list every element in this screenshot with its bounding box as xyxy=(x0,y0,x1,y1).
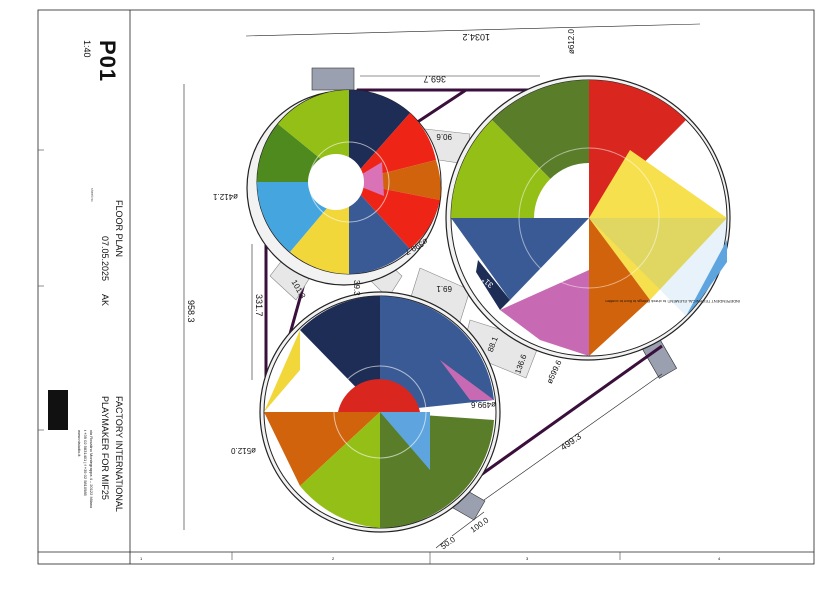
company-phone: t +39 02 5831401 | f +39 02 5810985 xyxy=(83,430,88,496)
small-sector-red-2 xyxy=(349,182,440,249)
pad-top xyxy=(311,67,355,91)
scale-value: 1:40 xyxy=(82,40,92,58)
company-logo xyxy=(48,390,68,430)
large-circle xyxy=(450,79,728,357)
field-label-sheet: sheet no. xyxy=(90,188,94,203)
dia-bottom: ø512.0 xyxy=(231,446,256,455)
bottom-sector-lime xyxy=(300,412,380,528)
dim-left-overall: 958.3 xyxy=(186,300,196,323)
technical-note: INDEPENDENT TECHNICAL ELEMENT: to check … xyxy=(605,299,740,304)
company-address: via Rosalino Montegrappa 4 – 20122 Milan… xyxy=(89,430,94,509)
title-block: P01 1:40 sheet no. FLOOR PLAN 07.05.2025… xyxy=(44,18,128,552)
bottom-sector-pink xyxy=(440,360,494,400)
small-sector-navy xyxy=(349,89,410,182)
large-sector-yellow xyxy=(589,150,727,300)
company-web: www.nistudio.it xyxy=(77,430,82,457)
small-sector-orange xyxy=(349,160,441,200)
dia-small-outer: ø412.1 xyxy=(213,192,238,201)
bottom-sector-orange xyxy=(264,412,380,486)
dim-left-span: 331.7 xyxy=(254,294,264,317)
dia-large: ø612.0 xyxy=(567,29,576,54)
bottom-hub-red xyxy=(338,379,420,412)
grid-label-4: 4 xyxy=(718,556,721,561)
bottom-sector-lightblue xyxy=(380,412,430,470)
large-sector-magenta xyxy=(500,270,589,356)
bottom-sector-yellow xyxy=(264,330,300,412)
grid-label-2: 2 xyxy=(332,556,335,561)
client-name: FACTORY INTERNATIONAL xyxy=(114,396,124,512)
small-sector-red xyxy=(349,113,436,182)
dim-gap-left-b: 39.3 xyxy=(352,280,361,296)
small-hub xyxy=(308,154,364,210)
large-hub xyxy=(534,163,589,218)
dim-top-overall: 1034.2 xyxy=(462,32,490,42)
large-sector-navy xyxy=(476,260,510,310)
small-sector-blue xyxy=(349,182,410,274)
dia-large-inner: ø599.6 xyxy=(545,358,564,385)
grid-label-3: 3 xyxy=(526,556,529,561)
project-name: PLAYMAKER FOR MIF25 xyxy=(100,396,110,500)
grid-label-1: 1 xyxy=(140,556,143,561)
dim-gap-mid: 69.1 xyxy=(436,284,452,293)
dim-gap-top: 90.6 xyxy=(436,132,452,141)
bottom-sector-navy xyxy=(300,296,380,412)
small-circle xyxy=(256,89,442,275)
date: 07.05.2025 xyxy=(100,236,110,282)
small-pink-wedge xyxy=(349,162,384,196)
dim-small-b: 50.0 xyxy=(439,535,457,552)
large-sector-orange xyxy=(589,218,650,356)
grid-ticks xyxy=(38,149,621,564)
dia-bottom-inner: ø499.6 xyxy=(471,400,496,409)
dimension-lines xyxy=(183,23,701,549)
bottom-circle xyxy=(263,295,497,529)
dim-top-span: 369.7 xyxy=(423,74,446,84)
dim-diagonal: 499.3 xyxy=(559,431,583,452)
large-sector-blue xyxy=(451,218,589,300)
drawn-by: AK xyxy=(100,294,110,307)
sheet-number: P01 xyxy=(95,40,120,83)
drawing-title: FLOOR PLAN xyxy=(114,200,124,258)
large-sector-lightblue xyxy=(686,240,727,316)
sheet-frame xyxy=(37,9,815,565)
